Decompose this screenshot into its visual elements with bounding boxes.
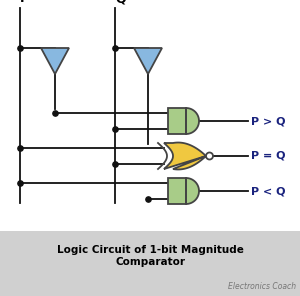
Polygon shape xyxy=(134,48,162,74)
Polygon shape xyxy=(168,178,186,204)
Text: P: P xyxy=(20,0,29,5)
Circle shape xyxy=(206,152,213,160)
Text: P = Q: P = Q xyxy=(251,151,286,161)
Polygon shape xyxy=(168,108,186,134)
Bar xyxy=(0,231,300,296)
Text: Logic Circuit of 1-bit Magnitude
Comparator: Logic Circuit of 1-bit Magnitude Compara… xyxy=(57,245,243,267)
Text: P > Q: P > Q xyxy=(251,116,286,126)
Polygon shape xyxy=(186,108,199,134)
Polygon shape xyxy=(41,48,69,74)
Polygon shape xyxy=(186,178,199,204)
Polygon shape xyxy=(164,143,206,170)
Text: P < Q: P < Q xyxy=(251,186,286,196)
Text: Electronics Coach: Electronics Coach xyxy=(228,282,296,291)
Text: Q: Q xyxy=(115,0,126,5)
